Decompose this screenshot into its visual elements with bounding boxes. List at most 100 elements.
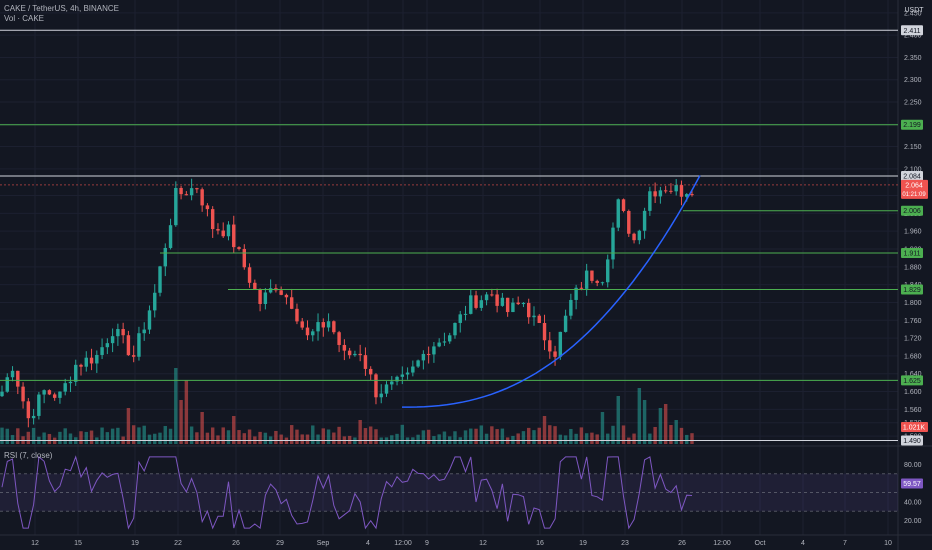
candle-body [237,247,241,249]
symbol-legend[interactable]: CAKE / TetherUS, 4h, BINANCE [4,4,120,13]
rsi-legend[interactable]: RSI (7, close) [4,451,53,460]
candle-body [342,344,347,351]
candle-body [669,190,673,192]
candle-body [242,248,247,268]
candle-body [279,290,283,295]
candle-body [131,355,136,357]
candle-body [569,299,573,316]
volume-bar [279,434,283,444]
candle-body [52,394,57,398]
time-tick-label: 12 [479,540,487,547]
volume-bar [232,416,236,444]
volume-bar [490,426,494,444]
candle-body [600,282,605,284]
volume-bar [84,431,88,444]
volume-bar [663,404,668,444]
volume-bar [432,436,436,444]
volume-bar [216,435,220,444]
candle-body [100,347,104,355]
level-price-label: 1.829 [903,287,921,294]
time-tick-label: 4 [366,540,370,547]
volume-bar [295,429,299,444]
volume-bar [553,426,557,444]
level-price-label: 2.006 [903,208,921,215]
level-price-tag [901,25,923,36]
volume-bar [674,420,678,444]
time-tick-label: 16 [536,540,544,547]
volume-bar [337,426,341,444]
volume-bar [426,429,431,444]
candle-body [295,308,299,322]
volume-legend[interactable]: Vol · CAKE [4,14,45,23]
currency-tag[interactable]: USDT [904,7,924,14]
volume-bar [558,434,563,444]
time-tick-label: 12:00 [394,540,412,547]
candle-body [490,294,494,296]
candle-body [653,191,657,197]
candle-body [479,300,484,308]
candle-body [405,372,410,375]
candle-body [10,370,15,378]
candle-body [189,188,194,196]
candle-body [326,321,331,328]
price-tick-label: 1.960 [904,229,922,236]
candle-body [210,209,215,230]
volume-bar [648,433,652,444]
candle-body [268,288,273,293]
volume-bar [363,428,368,444]
candle-body [347,350,352,356]
volume-bar [0,427,4,444]
volume-bar [100,427,104,444]
volume-bar [532,430,536,444]
volume-bar [247,429,252,444]
volume-tag-label: 1.021K [903,425,926,432]
volume-bar [595,434,599,444]
level-price-tag [901,205,923,216]
volume-bar [679,427,684,444]
parabolic-curve [401,175,701,408]
level-price-label: 1.911 [904,251,921,258]
time-tick-label: 4 [801,540,805,547]
candle-body [195,188,199,190]
volume-bar [358,420,362,444]
candle-body [89,357,94,364]
rsi-tick-label: 40.00 [904,499,922,506]
volume-bar [616,396,620,444]
candle-body [332,321,336,333]
price-tick-label: 1.720 [904,336,922,343]
price-tick-label: 2.350 [904,55,922,62]
candle-body [637,230,642,241]
candle-body [458,314,462,323]
candle-body [205,205,210,210]
time-tick-label: 26 [232,540,240,547]
level-price-tag [901,284,923,295]
volume-bar [527,427,531,444]
candle-body [21,386,25,402]
rsi-tick-label: 80.00 [904,462,922,469]
volume-bar [516,433,520,444]
volume-bar [621,425,626,444]
volume-bar [569,428,573,444]
candle-body [368,368,373,375]
candle-body [311,331,315,336]
candle-body [184,194,189,196]
volume-bar [147,434,152,444]
level-price-label: 2.411 [904,28,921,35]
price-tick-label: 2.300 [904,77,922,84]
time-tick-label: 9 [425,540,429,547]
candle-body [289,297,294,309]
volume-bar [116,427,120,444]
candle-body [500,297,505,306]
candle-body [63,383,67,392]
candle-body [221,230,225,237]
volume-bar [600,412,605,444]
candle-body [690,194,694,196]
time-tick-label: 12:00 [713,540,731,547]
volume-bar [579,427,584,444]
volume-bar [332,432,336,444]
volume-bar [10,435,15,444]
price-tick-label: 2.450 [904,10,922,17]
volume-bar [274,430,278,444]
